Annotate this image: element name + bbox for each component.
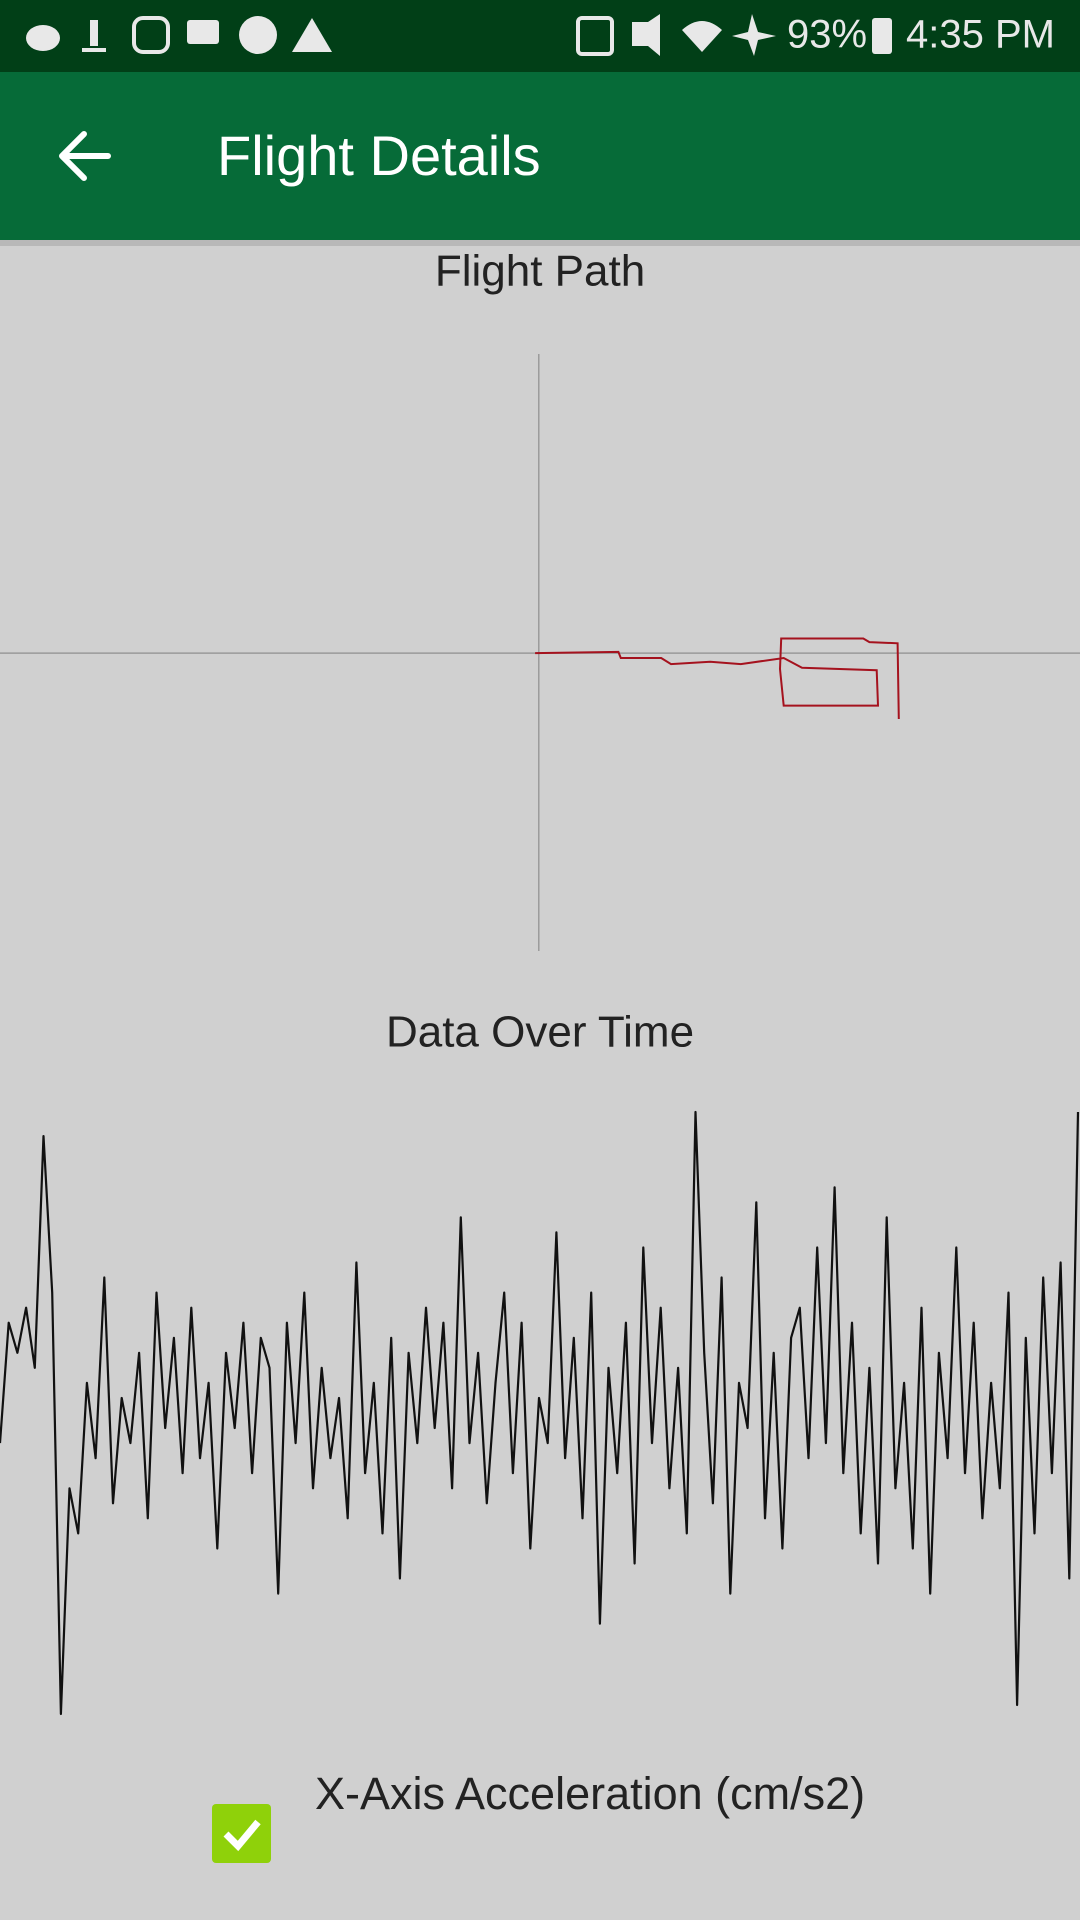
back-button[interactable] bbox=[59, 131, 111, 181]
status-icons bbox=[26, 14, 892, 56]
app-bar bbox=[0, 72, 1080, 240]
chart-title: Data Over Time bbox=[386, 1008, 694, 1057]
chart-title: Flight Path bbox=[435, 247, 645, 296]
legend-checkbox[interactable] bbox=[212, 1804, 271, 1863]
clock: 4:35 PM bbox=[906, 13, 1055, 57]
app-title: Flight Details bbox=[217, 124, 541, 187]
data-line bbox=[0, 1110, 1080, 1716]
status-bar bbox=[0, 0, 1080, 72]
flight-path-line bbox=[535, 637, 900, 720]
check-mark bbox=[223, 1819, 261, 1852]
app-bar-shadow bbox=[0, 240, 1080, 246]
battery-text: 93% bbox=[787, 13, 867, 57]
legend-label[interactable]: X-Axis Acceleration (cm/s2) bbox=[315, 1768, 865, 1819]
